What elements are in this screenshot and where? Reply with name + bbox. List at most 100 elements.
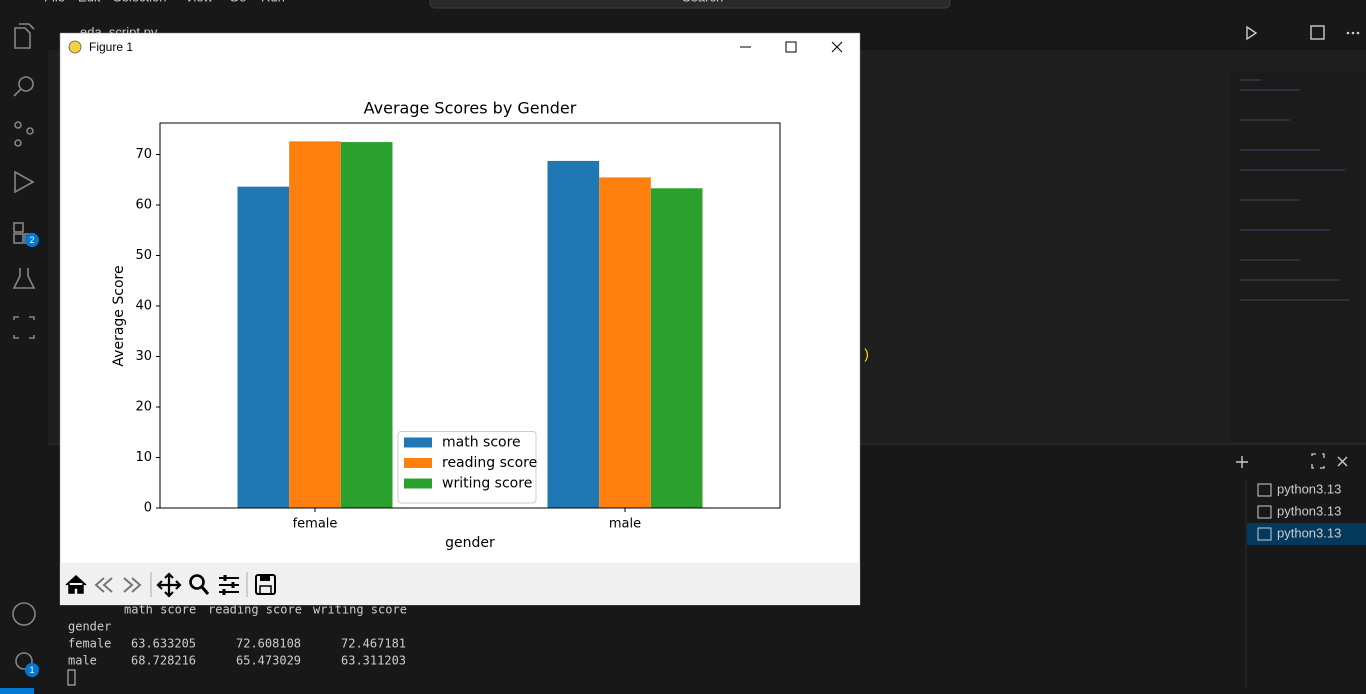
legend-label: writing score [442,476,532,492]
zoom-button[interactable] [189,574,205,590]
x-axis-label: gender [445,535,495,551]
testing-icon[interactable] [12,268,36,289]
search-label: Search [682,0,723,4]
chart: Average Scores by Gender gender Average … [111,99,781,551]
y-tick-label: 70 [135,147,152,162]
y-axis-label: Average Score [111,265,127,366]
more-actions-dot [1356,31,1360,35]
legend-swatch [404,437,432,448]
menu-item[interactable]: Edit [78,0,101,4]
more-actions[interactable] [1346,31,1350,35]
legend-box [397,431,537,504]
terminal-selected [1247,523,1366,545]
bar [650,188,703,508]
y-tick-label: 60 [135,198,152,213]
chart-title: Average Scores by Gender [364,99,577,118]
remote-icon[interactable] [13,316,35,339]
more-actions-dot [1351,31,1355,35]
save-button-part [260,575,270,581]
scm-icon[interactable] [14,121,22,129]
settings-icon[interactable] [15,652,33,670]
legend-label: reading score [442,455,537,471]
terminal-name[interactable]: python3.13 [1277,503,1341,518]
configure-button[interactable] [219,577,239,593]
terminal-column-header: writing score [313,603,407,617]
bar [340,142,393,509]
activity-bar [0,10,48,690]
extensions-icon[interactable] [13,222,24,233]
search-icon[interactable] [18,76,34,92]
search-icon-handle [13,88,22,97]
plot-frame [159,122,781,509]
app-icon [68,40,82,54]
y-tick-label: 10 [135,450,152,465]
close-button[interactable] [831,41,843,53]
badge [25,233,39,247]
scm-icon-part [26,127,34,135]
terminal-column-header: math score [124,603,196,617]
extensions-badge: 2 [29,235,34,245]
y-tick-label: 20 [135,400,152,415]
y-tick-label: 40 [135,299,152,314]
terminal-icon [1257,483,1272,497]
terminal-name[interactable]: python3.13 [1277,525,1341,540]
terminal-cell: 63.633205 [131,637,196,651]
terminal-cell: 72.467181 [341,637,406,651]
minimap-lines [1240,79,1350,301]
maximize-panel[interactable] [1311,453,1325,469]
terminal-row-label: female [68,637,111,651]
terminal-index-name: gender [68,620,111,634]
window-title: Figure 1 [89,40,133,54]
code-fragment: ) [862,348,870,364]
status-bar [0,688,1366,694]
badge [25,663,39,677]
menu-item[interactable]: View [185,0,214,4]
terminal-icon [1257,527,1272,541]
explorer-icon[interactable] [14,23,35,49]
split-editor[interactable] [1310,25,1325,40]
terminal-cell: 63.311203 [341,654,406,668]
bar [237,186,290,508]
home-button[interactable] [65,574,87,594]
run-button[interactable] [1246,25,1258,41]
x-tick-label: female [293,517,338,532]
legend-label: math score [442,435,521,451]
toolbar [60,563,860,605]
figure-window: Figure 1 [59,32,861,606]
scm-icon-part [14,139,22,147]
save-button-part [259,585,272,595]
configure-sliders [222,575,235,595]
remote-indicator[interactable] [0,688,34,694]
x-tick-label: male [609,517,641,532]
terminal-cell: 65.473029 [236,654,301,668]
search-box[interactable] [429,0,951,9]
terminal-cell: 68.728216 [131,654,196,668]
accounts-icon[interactable] [12,602,36,626]
terminal-icon [1257,505,1272,519]
debug-icon[interactable] [14,170,35,194]
zoom-button-handle [200,586,210,595]
terminal-column-header: reading score [208,603,302,617]
close-panel[interactable] [1337,456,1348,467]
extensions-icon-part [13,233,24,244]
minimap [1230,72,1366,442]
menu-item[interactable]: File [44,0,65,4]
new-terminal[interactable] [1236,456,1248,468]
legend-swatch [404,458,432,468]
bar [547,160,600,508]
menu-item[interactable]: Run [261,0,285,4]
window-frame [59,32,861,606]
cursor [67,669,76,686]
terminal-name[interactable]: python3.13 [1277,481,1341,496]
pan-button[interactable] [156,572,182,598]
y-tick-label: 50 [135,248,152,263]
terminal-output: math score reading score writing score gend… [68,603,407,668]
settings-badge: 1 [29,665,34,675]
maximize-button[interactable] [785,41,797,53]
forward-button[interactable] [123,577,142,593]
menu-item[interactable]: Go [229,0,246,4]
back-button[interactable] [94,577,113,593]
menu-item[interactable]: Selection [113,0,166,4]
